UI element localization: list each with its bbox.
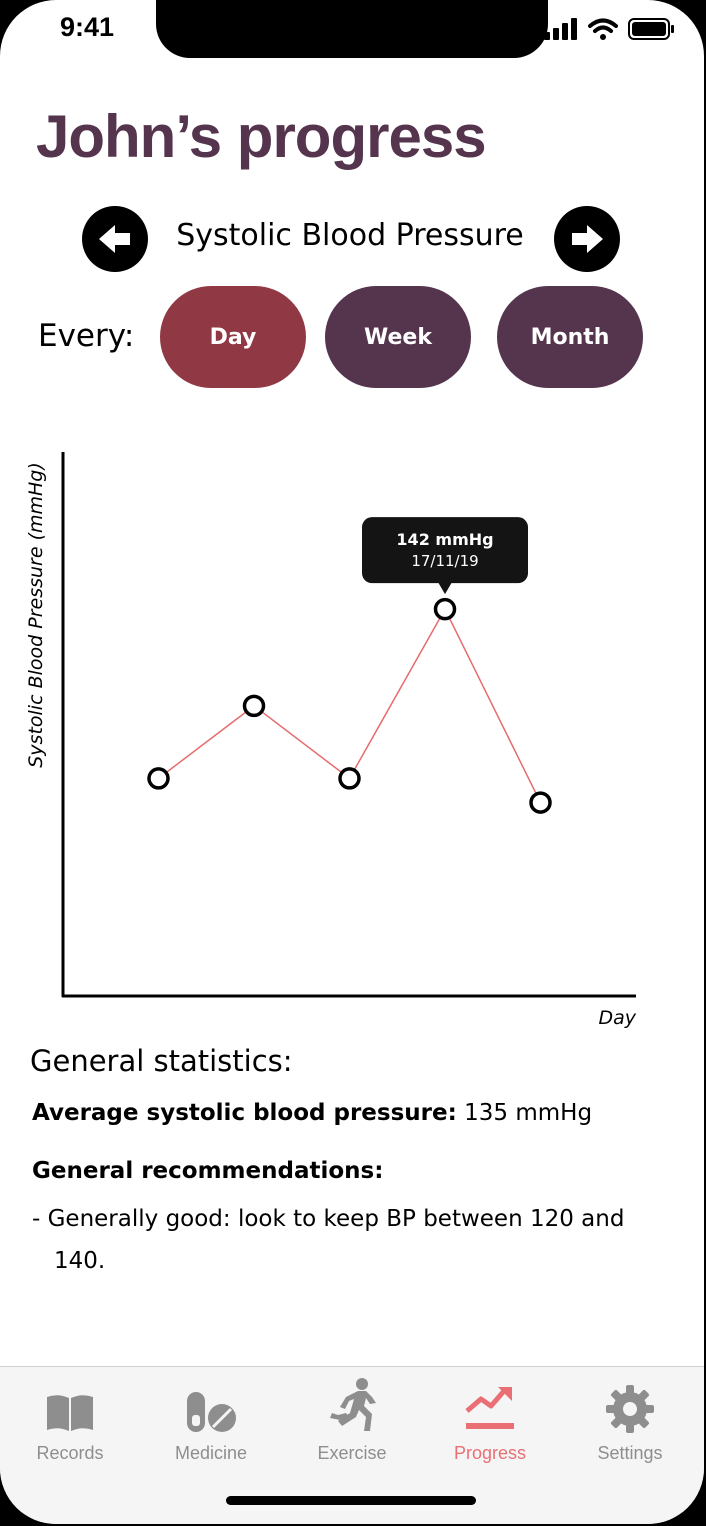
wifi-icon [588,18,618,40]
previous-metric-button[interactable] [82,206,148,272]
interval-month-button[interactable]: Month [497,286,643,388]
tooltip-value: 142 mmHg [396,530,493,549]
tab-settings[interactable]: Settings [560,1381,700,1464]
battery-icon [628,18,674,40]
trend-icon [465,1387,514,1429]
tooltip-date: 17/11/19 [411,552,478,570]
page-title: John’s progress [36,103,487,170]
tab-medicine[interactable]: Medicine [141,1381,281,1464]
status-time: 9:41 [60,12,115,42]
interval-label: Every: [38,318,135,354]
tooltip-background [362,517,528,584]
data-point[interactable] [338,767,361,790]
tab-progress[interactable]: Progress [420,1381,560,1464]
data-point[interactable] [242,694,266,718]
series-line-segment [158,705,255,779]
recommendations-title: General recommendations: [32,1158,384,1184]
data-point[interactable] [147,767,170,790]
data-point[interactable] [529,791,552,814]
arrow-right-icon [572,225,603,253]
tab-medicine-label: Medicine [174,1443,248,1463]
stats-title: General statistics: [30,1044,293,1078]
average-bp-label: Average systolic blood pressure: [32,1100,457,1126]
x-axis-label: Day [598,1007,636,1029]
tab-progress-label: Progress [453,1443,527,1463]
tab-exercise-label: Exercise [317,1443,387,1463]
data-tooltip: 142 mmHg 17/11/19 [362,517,528,595]
pills-icon [187,1392,236,1432]
arrow-left-icon [99,225,130,253]
series-line-segment [253,705,350,779]
tooltip-tail [438,582,452,595]
tab-exercise[interactable]: Exercise [282,1378,422,1464]
signal-icon [544,18,577,40]
interval-week-button[interactable]: Week [325,286,471,388]
home-indicator [226,1496,476,1505]
next-metric-button[interactable] [554,206,620,272]
average-bp-line: Average systolic blood pressure: 135 mmH… [32,1100,592,1126]
tab-records[interactable]: Records [0,1381,140,1464]
data-point[interactable] [433,597,457,621]
interval-day-button[interactable]: Day [160,286,306,388]
y-axis-label: Systolic Blood Pressure (mmHg) [25,462,47,768]
series-line-segment [348,608,446,779]
tab-settings-label: Settings [597,1443,663,1463]
notch [156,0,548,58]
running-icon [330,1378,376,1431]
average-bp-value: 135 mmHg [464,1100,593,1126]
series-line-segment [444,608,542,803]
recommendation-text: - Generally good: look to keep BP betwee… [32,1206,625,1274]
metric-title: Systolic Blood Pressure [176,218,524,253]
blood-pressure-chart: Systolic Blood Pressure (mmHg) Day 142 m… [25,452,637,1029]
tab-records-label: Records [36,1443,104,1463]
gear-icon [606,1385,654,1433]
book-icon [47,1395,93,1431]
status-icons [544,18,674,40]
